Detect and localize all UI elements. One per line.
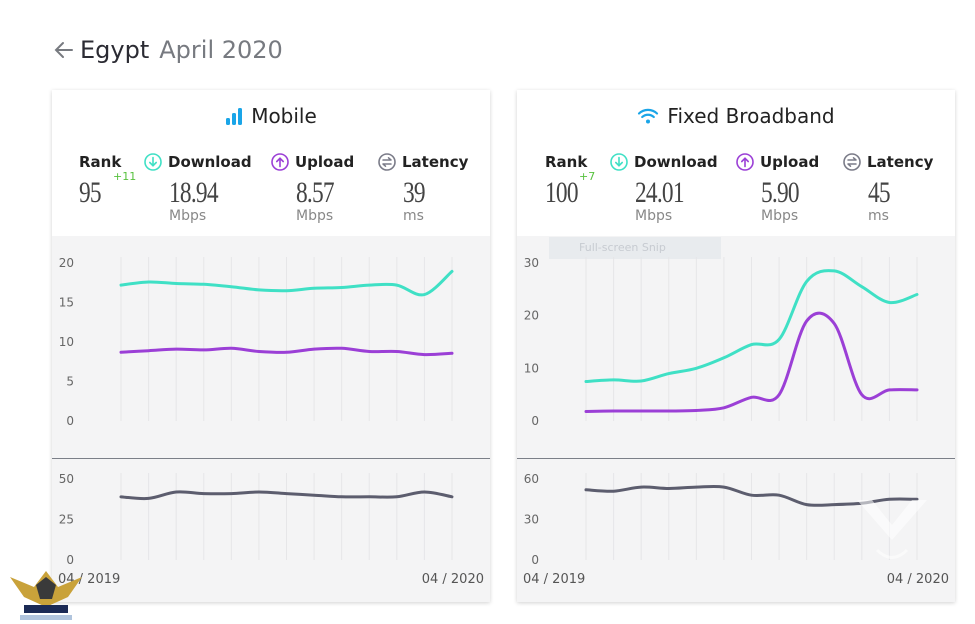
- fixed-end-date: 04 / 2020: [886, 572, 949, 587]
- fixed-start-date: 04 / 2019: [523, 572, 586, 587]
- wifi-icon: [638, 108, 659, 124]
- y-tick-label: 20: [524, 309, 539, 323]
- fixed-latency-unit: ms: [868, 208, 889, 224]
- fixed-latency: Latency 45 ms: [843, 152, 933, 224]
- mobile-latency-chart: 0 25 50: [59, 472, 454, 567]
- fixed-rank: Rank 100: [545, 152, 587, 208]
- mobile-upload: Upload 8.57 Mbps: [271, 152, 354, 224]
- fixed-latency-label: Latency: [867, 153, 934, 171]
- page-title-date: April 2020: [159, 36, 283, 64]
- fixed-download: Download 24.01 Mbps: [610, 152, 718, 224]
- fixed-upload-unit: Mbps: [761, 208, 799, 224]
- mobile-card: Mobile Rank 95 +11 Download 18.94 Mbps: [52, 90, 490, 602]
- y-tick-label: 5: [66, 375, 74, 389]
- mobile-latency-label: Latency: [402, 153, 469, 171]
- y-tick-label: 10: [59, 335, 74, 349]
- y-tick-label: 50: [59, 472, 74, 486]
- y-tick-label: 0: [66, 414, 74, 428]
- fixed-upload-label: Upload: [760, 153, 820, 171]
- upload-arrow-icon: [271, 153, 289, 171]
- mobile-stats-panel: Mobile Rank 95 +11 Download 18.94 Mbps: [52, 90, 490, 236]
- fixed-download-value: 24.01: [635, 176, 685, 209]
- download-arrow-icon: [610, 153, 628, 171]
- mobile-upload-value: 8.57: [296, 176, 335, 209]
- mobile-rank-label: Rank: [79, 153, 122, 171]
- latency-icon: [378, 153, 396, 171]
- upload-arrow-icon: [736, 153, 754, 171]
- mobile-end-date: 04 / 2020: [421, 572, 484, 587]
- y-tick-label: 15: [59, 296, 74, 310]
- y-tick-label: 10: [524, 361, 539, 375]
- mobile-rank-change: +11: [113, 170, 137, 183]
- mobile-latency-unit: ms: [403, 208, 424, 224]
- y-tick-label: 0: [66, 553, 74, 567]
- chart-divider: [52, 458, 490, 459]
- fixed-upload-value: 5.90: [761, 176, 800, 209]
- page-title-country: Egypt: [80, 36, 150, 64]
- download-arrow-icon: [144, 153, 162, 171]
- latency-icon: [843, 153, 861, 171]
- mobile-card-title: Mobile: [52, 104, 490, 128]
- y-tick-label: 30: [524, 513, 539, 527]
- fixed-rank-change: +7: [579, 170, 596, 183]
- mobile-rank: Rank 95: [79, 152, 121, 208]
- back-arrow-icon[interactable]: [52, 38, 76, 62]
- fixed-title-label: Fixed Broadband: [667, 104, 835, 128]
- fixed-download-label: Download: [634, 153, 718, 171]
- fixed-upload: Upload 5.90 Mbps: [736, 152, 819, 224]
- fixed-card-title: Fixed Broadband: [517, 104, 955, 128]
- y-tick-label: 20: [59, 256, 74, 270]
- forum-logo-icon: [10, 571, 82, 620]
- fixed-speed-chart: 0 10 20 30: [524, 256, 919, 428]
- mobile-download-value: 18.94: [169, 176, 219, 209]
- fixed-latency-value: 45: [868, 176, 891, 209]
- mobile-download: Download 18.94 Mbps: [144, 152, 252, 224]
- snip-overlay[interactable]: Full-screen Snip: [549, 237, 721, 259]
- fixed-rank-label: Rank: [545, 153, 588, 171]
- mobile-upload-unit: Mbps: [296, 208, 334, 224]
- mobile-title-label: Mobile: [251, 104, 317, 128]
- page-header: Egypt April 2020: [52, 34, 283, 66]
- fixed-broadband-card: Fixed Broadband Rank 100 +7 Download 24.…: [517, 90, 955, 602]
- y-tick-label: 60: [524, 472, 539, 486]
- fixed-stats-panel: Fixed Broadband Rank 100 +7 Download 24.…: [517, 90, 955, 236]
- y-tick-label: 0: [531, 414, 539, 428]
- mobile-latency: Latency 39 ms: [378, 152, 468, 224]
- chart-divider: [517, 458, 955, 459]
- mobile-download-unit: Mbps: [169, 208, 207, 224]
- signal-bars-icon: [226, 108, 243, 125]
- fixed-download-unit: Mbps: [635, 208, 673, 224]
- y-tick-label: 30: [524, 256, 539, 270]
- y-tick-label: 0: [531, 553, 539, 567]
- mobile-latency-value: 39: [403, 176, 426, 209]
- mobile-download-label: Download: [168, 153, 252, 171]
- fixed-rank-value: 100: [545, 176, 579, 209]
- watermark-logo-icon: [857, 500, 927, 559]
- mobile-rank-value: 95: [79, 176, 102, 209]
- y-tick-label: 25: [59, 513, 74, 527]
- mobile-upload-label: Upload: [295, 153, 355, 171]
- mobile-speed-chart: 0 5 10 15 20: [59, 256, 454, 428]
